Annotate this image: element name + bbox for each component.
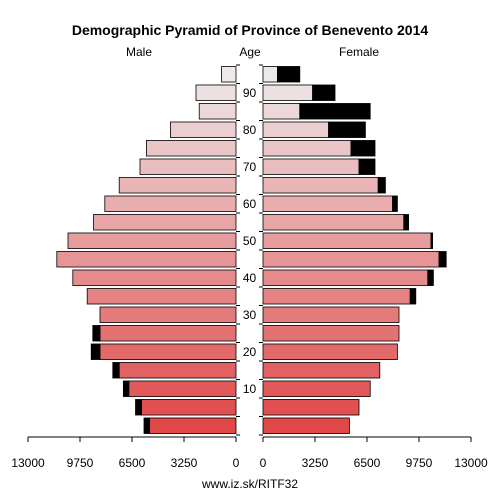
female-excess-bar (392, 195, 398, 212)
age-tick-label: 90 (243, 86, 257, 100)
age-tick-label: 40 (243, 271, 257, 285)
female-excess-bar (409, 288, 417, 305)
female-bar (262, 343, 398, 360)
age-tick-label: 20 (243, 345, 257, 359)
male-bar (198, 103, 237, 120)
female-excess-bar (328, 121, 366, 138)
female-bar (262, 214, 405, 231)
male-bar (118, 362, 237, 379)
male-bar (139, 158, 237, 175)
male-bar (67, 232, 237, 249)
male-bar (99, 343, 237, 360)
female-bar (262, 140, 352, 157)
female-bar (262, 362, 381, 379)
female-bar (262, 269, 429, 286)
female-label: Female (339, 45, 379, 59)
male-bar (141, 399, 237, 416)
female-excess-bar (427, 269, 434, 286)
male-bar (149, 417, 237, 434)
female-bar (262, 288, 411, 305)
female-x-tick-label: 13000 (454, 456, 488, 470)
female-bar (262, 103, 301, 120)
male-bar (56, 251, 237, 268)
male-label: Male (126, 45, 152, 59)
female-bar (262, 158, 360, 175)
male-excess-bar (90, 343, 101, 360)
male-bar (72, 269, 237, 286)
female-bar (262, 325, 400, 342)
female-bar (262, 380, 371, 397)
male-bar (118, 177, 237, 194)
female-bar (262, 251, 440, 268)
axes: 10 20 30 40 50 60 70 80 90 13000 9750 6500 3250 0 0 325… (11, 64, 488, 470)
female-bar (262, 177, 379, 194)
age-tick-label: 80 (243, 123, 257, 137)
female-x-tick-label: 6500 (354, 456, 381, 470)
male-x-tick-label: 6500 (119, 456, 146, 470)
male-bar (169, 121, 237, 138)
male-excess-bar (112, 362, 120, 379)
age-tick-label: 50 (243, 234, 257, 248)
male-bar (128, 380, 237, 397)
female-bars (262, 66, 447, 434)
female-excess-bar (312, 84, 336, 101)
male-bar (221, 66, 237, 83)
female-excess-bar (430, 232, 434, 249)
female-excess-bar (350, 140, 376, 157)
female-x-tick-label: 0 (260, 456, 267, 470)
female-x-tick-label: 3250 (302, 456, 329, 470)
male-bar (145, 140, 237, 157)
female-bar (262, 399, 360, 416)
female-bar (262, 195, 394, 212)
female-excess-bar (358, 158, 376, 175)
male-x-tick-label: 0 (233, 456, 240, 470)
male-bar (99, 306, 237, 323)
female-bar (262, 417, 350, 434)
chart-title: Demographic Pyramid of Province of Benev… (72, 22, 429, 38)
male-x-tick-label: 13000 (11, 456, 45, 470)
male-bar (104, 195, 237, 212)
male-bars (56, 66, 237, 434)
female-excess-bar (438, 251, 447, 268)
male-bar (93, 214, 237, 231)
female-bar (262, 84, 313, 101)
female-excess-bar (403, 214, 409, 231)
female-excess-bar (276, 66, 301, 83)
male-x-tick-label: 9750 (67, 456, 94, 470)
female-bar (262, 66, 278, 83)
age-label: Age (239, 45, 261, 59)
male-excess-bar (135, 399, 143, 416)
male-excess-bar (92, 325, 101, 342)
male-bar (99, 325, 237, 342)
female-bar (262, 232, 432, 249)
age-tick-label: 30 (243, 308, 257, 322)
male-bar (86, 288, 237, 305)
female-bar (262, 306, 400, 323)
female-bar (262, 121, 329, 138)
male-x-tick-label: 3250 (171, 456, 198, 470)
footer-url: www.iz.sk/RITF32 (201, 477, 298, 491)
female-excess-bar (377, 177, 386, 194)
male-excess-bar (122, 380, 130, 397)
female-excess-bar (299, 103, 371, 120)
male-excess-bar (143, 417, 150, 434)
male-bar (195, 84, 237, 101)
age-tick-label: 70 (243, 160, 257, 174)
female-x-tick-label: 9750 (406, 456, 433, 470)
age-tick-label: 60 (243, 197, 257, 211)
age-tick-label: 10 (243, 382, 257, 396)
